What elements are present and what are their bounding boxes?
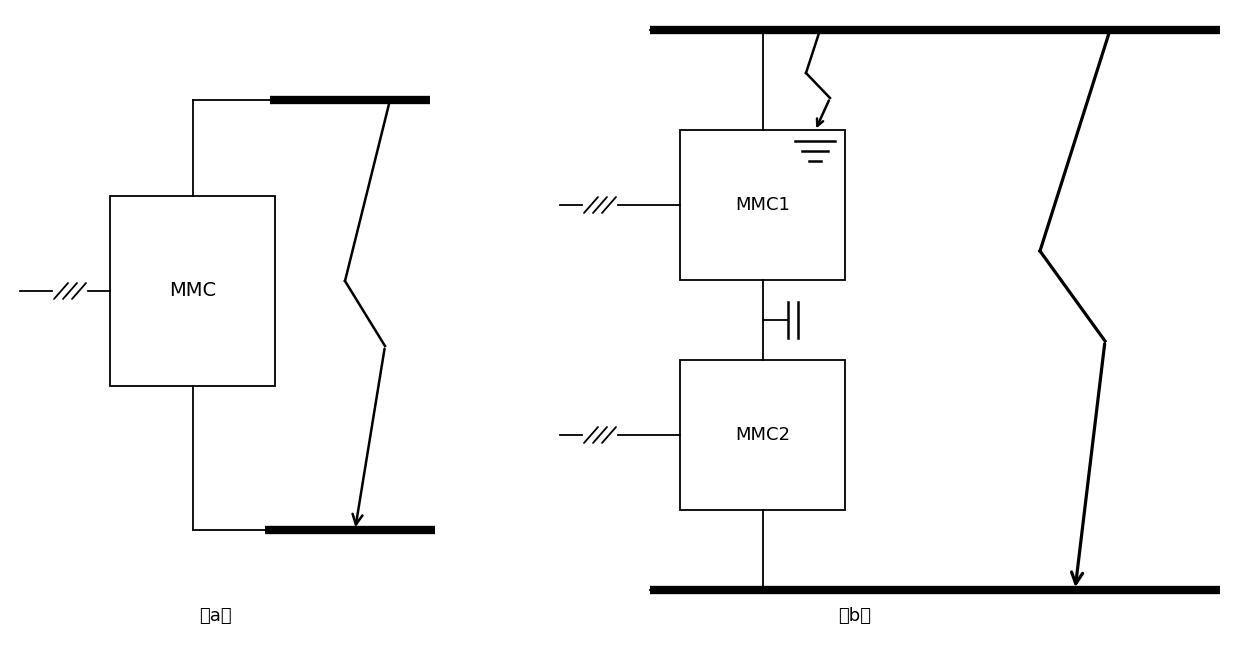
Text: （a）: （a） <box>198 607 232 625</box>
Text: MMC1: MMC1 <box>735 196 790 214</box>
Bar <box>110 196 275 386</box>
Text: （b）: （b） <box>838 607 872 625</box>
Text: MMC: MMC <box>169 281 216 301</box>
Text: MMC2: MMC2 <box>735 426 790 444</box>
Bar <box>680 130 844 280</box>
Bar <box>680 360 844 510</box>
